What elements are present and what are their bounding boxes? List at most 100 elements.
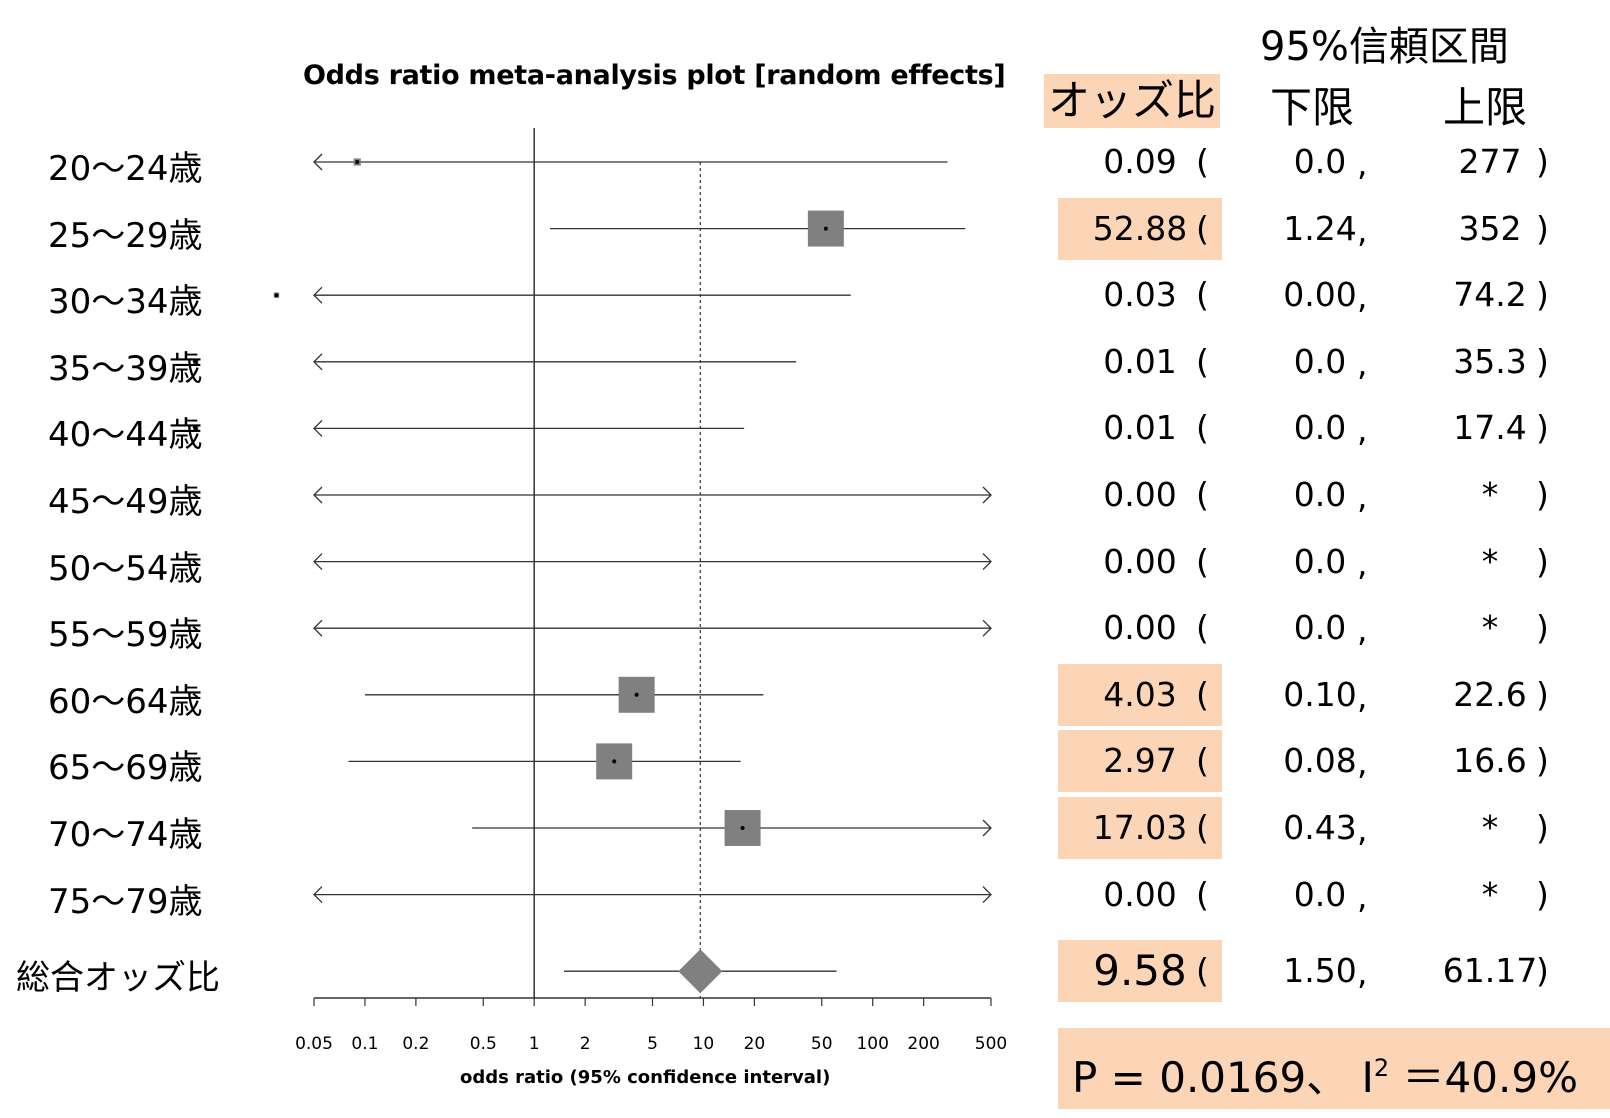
ci-lower-value: 0.00: [1283, 275, 1357, 315]
paren-close: ): [1536, 741, 1549, 781]
row-label: 65〜69歳: [48, 748, 203, 789]
odds-ratio-value: 0.09: [1103, 142, 1177, 181]
ci-arrow-right: [982, 553, 992, 571]
x-tick-label: 0.2: [402, 1034, 430, 1054]
header-lower: 下限: [1270, 83, 1355, 132]
paren-open: (: [1196, 608, 1209, 648]
paren-open: (: [1196, 475, 1209, 514]
paren-close: ): [1536, 951, 1549, 991]
ci-lower-value: 0.0: [1293, 408, 1347, 448]
ci-lower-value: 0.0: [1293, 874, 1347, 914]
paren-close: ): [1536, 341, 1549, 381]
row-label: 25〜29歳: [48, 215, 203, 256]
ci-upper-value: 352: [1458, 208, 1522, 248]
x-tick-label: 500: [974, 1034, 1008, 1054]
paren-close: ): [1536, 142, 1549, 181]
ci-upper-value: 17.4: [1453, 408, 1527, 448]
ci-lower-value: 0.0: [1293, 541, 1347, 581]
header-upper: 上限: [1443, 83, 1528, 132]
row-label: 40〜44歳: [48, 415, 203, 456]
ci-upper-value: *: [1481, 608, 1499, 648]
paren-close: ): [1536, 208, 1549, 248]
odds-ratio-value: 0.00: [1103, 475, 1177, 514]
row-label: 30〜34歳: [48, 282, 203, 323]
odds-ratio-value: 0.03: [1103, 275, 1177, 315]
row-label: 45〜49歳: [48, 482, 203, 522]
header-odds-ratio: オッズ比: [1044, 74, 1220, 128]
x-tick-label: 0.1: [351, 1034, 379, 1054]
comma: ,: [1357, 543, 1368, 583]
ci-arrow-right: [982, 819, 992, 837]
stats-i2-sup: 2: [1373, 1054, 1390, 1082]
row-label: 35〜39歳: [48, 348, 203, 389]
odds-ratio-value: 2.97: [1058, 730, 1222, 793]
paren-close: ): [1536, 275, 1549, 315]
odds-ratio-value: 17.03: [1058, 797, 1222, 859]
ci-upper-value: *: [1481, 541, 1499, 581]
odds-ratio-value: 4.03: [1058, 663, 1222, 726]
x-axis-label: odds ratio (95% confidence interval): [460, 1067, 831, 1088]
ci-upper-value: 277: [1458, 142, 1522, 181]
paren-close: ): [1536, 408, 1549, 448]
paren-close: ): [1536, 541, 1549, 581]
comma: ,: [1357, 876, 1368, 916]
ci-upper-value: *: [1481, 475, 1499, 514]
x-tick-label: 10: [692, 1034, 715, 1054]
pooled-label: 総合オッズ比: [16, 958, 220, 999]
row-label: 20〜24歳: [48, 149, 203, 189]
ci-upper-value: 74.2: [1453, 275, 1527, 315]
pooled-odds-ratio-value: 9.58: [1058, 940, 1222, 1003]
ci-arrow-left: [313, 419, 323, 437]
ci-lower-value: 0.43: [1283, 808, 1357, 847]
comma: ,: [1357, 210, 1368, 250]
ci-lower-value: 0.10: [1283, 674, 1357, 714]
comma: ,: [1357, 610, 1368, 650]
ci-arrow-left: [313, 553, 323, 571]
ci-arrow-left: [313, 153, 323, 171]
ci-arrow-left: [313, 486, 323, 504]
paren-close: ): [1536, 874, 1549, 914]
x-tick-label: 5: [647, 1034, 658, 1054]
row-label: 70〜74歳: [48, 815, 203, 855]
row-label: 55〜59歳: [48, 615, 203, 656]
x-tick-label: 2: [579, 1034, 591, 1054]
pooled-diamond: [678, 949, 723, 994]
paren-close: ): [1536, 674, 1549, 714]
ci-arrow-left: [313, 619, 323, 637]
paren-close: ): [1536, 475, 1549, 514]
ci-arrow-left: [313, 886, 323, 904]
comma: ,: [1357, 810, 1368, 849]
point-estimate-dot: [193, 359, 198, 364]
comma: ,: [1357, 343, 1368, 383]
comma: ,: [1357, 277, 1368, 317]
odds-ratio-value: 0.01: [1103, 341, 1177, 381]
x-tick-label: 100: [856, 1034, 889, 1054]
point-estimate-dot: [823, 226, 828, 231]
ci-lower-value: 0.0: [1293, 475, 1347, 514]
comma: ,: [1357, 953, 1368, 993]
ci-lower-value: 0.0: [1293, 608, 1347, 648]
paren-open: (: [1196, 951, 1209, 991]
ci-lower-value: 0.0: [1293, 341, 1347, 381]
stats-summary: P = 0.0169、 I2 ＝40.9%: [1058, 1028, 1610, 1109]
x-tick-label: 200: [907, 1034, 940, 1054]
paren-open: (: [1196, 541, 1209, 581]
ci-upper-value: 35.3: [1453, 341, 1527, 381]
paren-open: (: [1196, 874, 1209, 914]
point-estimate-dot: [740, 826, 745, 830]
comma: ,: [1357, 477, 1368, 516]
point-estimate-dot: [634, 692, 639, 697]
comma: ,: [1357, 410, 1368, 450]
ci-arrow-right: [982, 886, 992, 904]
odds-ratio-value: 0.01: [1103, 408, 1177, 448]
ci-upper-value: 22.6: [1453, 674, 1527, 714]
header-ci: 95%信頼区間: [1260, 24, 1509, 70]
odds-ratio-value: 52.88: [1058, 197, 1222, 260]
row-label: 50〜54歳: [48, 548, 203, 589]
x-tick-label: 0.5: [469, 1034, 497, 1054]
paren-close: ): [1536, 808, 1549, 847]
point-estimate-dot: [355, 160, 360, 164]
ci-upper-value: *: [1481, 874, 1499, 914]
ci-upper-value: 16.6: [1453, 741, 1527, 781]
